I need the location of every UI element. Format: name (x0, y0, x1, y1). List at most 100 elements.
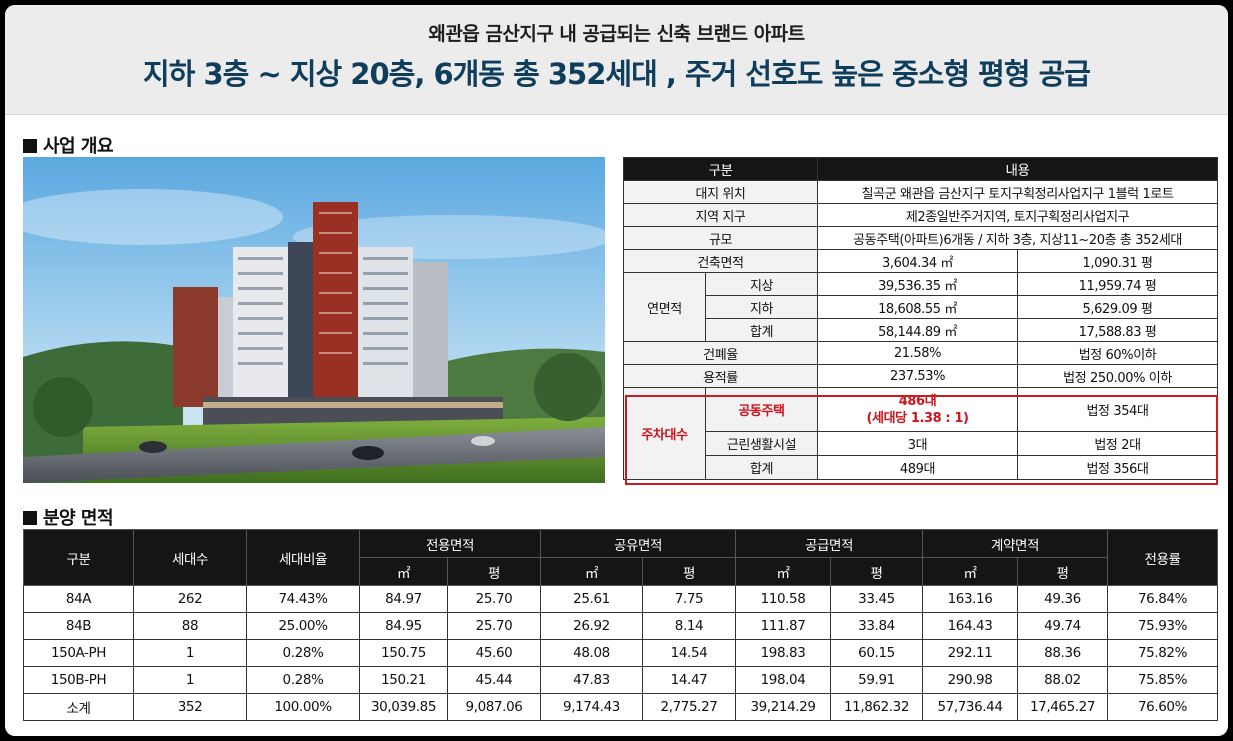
table-row: 150B-PH 1 0.28% 150.21 45.44 47.83 14.47 198.04… (23, 666, 1218, 694)
cell-su-sqm: 198.83 (735, 639, 831, 667)
col-category: 구분 (23, 529, 134, 586)
cell-su-sqm: 110.58 (735, 585, 831, 613)
cell-co-sqm: 163.16 (922, 585, 1018, 613)
cell-sh-sqm: 25.61 (540, 585, 643, 613)
cell-su-sqm: 198.04 (735, 666, 831, 694)
table-row: 합계 58,144.89 ㎡ 17,588.83 평 (624, 318, 1219, 342)
cell-co-py: 88.02 (1017, 666, 1108, 694)
table-row: 84B 88 25.00% 84.95 25.70 26.92 8.14 111.87 33.8… (23, 612, 1218, 640)
gfa-total-label: 합계 (704, 318, 819, 342)
banner-subtitle: 왜관읍 금산지구 내 공급되는 신축 브랜드 아파트 (428, 23, 805, 45)
parking-label: 주차대수 (623, 387, 706, 480)
floor-area-ratio-value: 237.53% (817, 364, 1019, 388)
gfa-above-label: 지상 (704, 272, 819, 296)
parking-apartment-count: 486대 (898, 393, 937, 409)
cell-ratio: 0.28% (246, 666, 360, 694)
parking-commercial-value: 3대 (817, 431, 1019, 456)
table-row: 지하 18,608.55 ㎡ 5,629.09 평 (624, 295, 1219, 319)
cell-sh-py: 2,775.27 (642, 693, 736, 721)
square-bullet-icon (23, 139, 37, 153)
zoning-label: 지역 지구 (622, 203, 819, 227)
floor-area-ratio-legal: 법정 250.00% 이하 (1017, 364, 1219, 388)
gfa-above-pyeong: 11,959.74 평 (1017, 272, 1219, 296)
square-bullet-icon (23, 511, 37, 525)
parking-total-legal: 법정 356대 (1017, 455, 1219, 480)
col-exclusive-pyeong: 평 (447, 557, 541, 586)
cell-sh-sqm: 47.83 (540, 666, 643, 694)
overview-section-title: 사업 개요 (23, 132, 114, 158)
table-row: 소계 352 100.00% 30,039.85 9,087.06 9,174.43 2,7… (23, 693, 1218, 721)
cell-sh-py: 14.47 (642, 666, 736, 694)
table-row: 84A 262 74.43% 84.97 25.70 25.61 7.75 110.58 33.… (23, 585, 1218, 613)
parking-apartment-label: 공동주택 (704, 387, 819, 432)
cell-co-sqm: 292.11 (922, 639, 1018, 667)
cell-su-py: 59.91 (830, 666, 923, 694)
cell-sh-py: 7.75 (642, 585, 736, 613)
cell-ex-sqm: 150.75 (359, 639, 448, 667)
cell-type: 150B-PH (23, 666, 134, 694)
apartment-rendering-image (23, 157, 605, 483)
area-table-body: 84A 262 74.43% 84.97 25.70 25.61 7.75 110.58 33.… (23, 585, 1218, 721)
col-exclusive: 전용면적 (359, 529, 541, 558)
cell-su-sqm: 111.87 (735, 612, 831, 640)
col-exclusive-sqm: ㎡ (359, 557, 448, 586)
cell-eff: 76.60% (1107, 693, 1218, 721)
banner-title: 지하 3층 ~ 지상 20층, 6개동 총 352세대 , 주거 선호도 높은 … (143, 57, 1091, 91)
table-row: 주차대수 공동주택 486대 (세대당 1.38 : 1) 법정 354대 (623, 387, 1219, 480)
table-row: 연면적 지상 39,536.35 ㎡ 11,959.74 평 (623, 272, 1219, 342)
gfa-total-sqm: 58,144.89 ㎡ (817, 318, 1019, 342)
cell-su-py: 11,862.32 (830, 693, 923, 721)
coverage-ratio-legal: 법정 60%이하 (1017, 341, 1219, 365)
zoning-value: 제2종일반주거지역, 토지구획정리사업지구 (817, 203, 1219, 227)
cell-ratio: 100.00% (246, 693, 360, 721)
parking-apartment-value: 486대 (세대당 1.38 : 1) (817, 387, 1019, 432)
cell-ex-py: 25.70 (447, 585, 541, 613)
parking-commercial-legal: 법정 2대 (1017, 431, 1219, 456)
building-area-sqm: 3,604.34 ㎡ (817, 249, 1019, 273)
table-row: 규모 공동주택(아파트)6개동 / 지하 3층, 지상11~20층 총 352세… (622, 226, 1219, 250)
area-section-title: 분양 면적 (23, 504, 114, 530)
sales-area-table: 구분 세대수 세대비율 전용면적 공유면적 공급면적 계약면적 전용률 ㎡ 평 … (23, 529, 1218, 721)
overview-table: 구분 내용 대지 위치 칠곡군 왜관읍 금산지구 토지구획정리사업지구 1블럭 … (622, 157, 1219, 480)
cell-eff: 75.85% (1107, 666, 1218, 694)
area-header-row: 구분 세대수 세대비율 전용면적 공유면적 공급면적 계약면적 전용률 (23, 529, 1218, 586)
table-row: 용적률 237.53% 법정 250.00% 이하 (622, 364, 1219, 388)
col-supply: 공급면적 (735, 529, 923, 558)
cell-ex-py: 45.44 (447, 666, 541, 694)
coverage-ratio-value: 21.58% (817, 341, 1019, 365)
gfa-below-sqm: 18,608.55 ㎡ (817, 295, 1019, 319)
cell-co-py: 49.74 (1017, 612, 1108, 640)
cell-type: 150A-PH (23, 639, 134, 667)
header-content: 내용 (817, 157, 1219, 181)
cell-households: 352 (133, 693, 247, 721)
header-banner: 왜관읍 금산지구 내 공급되는 신축 브랜드 아파트 지하 3층 ~ 지상 20… (5, 5, 1228, 115)
overview-header-row: 구분 내용 (622, 157, 1219, 181)
col-contract: 계약면적 (922, 529, 1108, 558)
parking-apartment-legal: 법정 354대 (1017, 387, 1219, 432)
col-ratio: 세대비율 (246, 529, 360, 586)
cell-ex-sqm: 84.97 (359, 585, 448, 613)
floor-area-ratio-label: 용적률 (622, 364, 819, 388)
building-area-label: 건축면적 (622, 249, 819, 273)
cell-su-py: 60.15 (830, 639, 923, 667)
cell-su-sqm: 39,214.29 (735, 693, 831, 721)
cell-co-sqm: 290.98 (922, 666, 1018, 694)
cell-co-py: 49.36 (1017, 585, 1108, 613)
table-row: 근린생활시설 3대 법정 2대 (624, 431, 1219, 456)
coverage-ratio-label: 건폐율 (622, 341, 819, 365)
cell-ex-sqm: 150.21 (359, 666, 448, 694)
col-supply-sqm: ㎡ (735, 557, 831, 586)
cell-households: 1 (133, 666, 247, 694)
cell-ex-py: 9,087.06 (447, 693, 541, 721)
cell-su-py: 33.84 (830, 612, 923, 640)
gross-floor-area-label: 연면적 (623, 272, 706, 342)
cell-co-sqm: 164.43 (922, 612, 1018, 640)
header-category: 구분 (622, 157, 819, 181)
cell-sh-py: 8.14 (642, 612, 736, 640)
cell-co-py: 88.36 (1017, 639, 1108, 667)
cell-sh-py: 14.54 (642, 639, 736, 667)
cell-co-sqm: 57,736.44 (922, 693, 1018, 721)
cell-households: 262 (133, 585, 247, 613)
cell-households: 1 (133, 639, 247, 667)
cell-sh-sqm: 48.08 (540, 639, 643, 667)
